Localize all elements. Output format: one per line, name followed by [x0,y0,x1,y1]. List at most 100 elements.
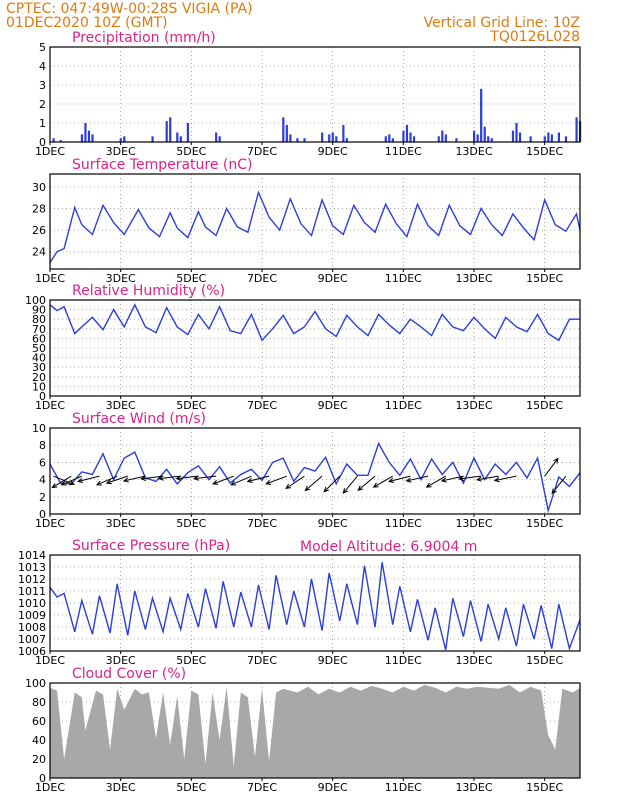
cloud-cover-frame [49,682,581,779]
precipitation-bar [285,124,288,142]
precipitation-bar [490,138,493,142]
humidity-xtick-label: 9DEC [318,399,348,412]
precipitation-xtick-label: 5DEC [176,145,206,158]
precipitation-bar [384,136,387,142]
temperature-ytick-label: 24 [32,246,46,259]
precipitation-bar [328,134,331,142]
precipitation-bar [391,138,394,142]
precipitation-bar [52,138,55,142]
humidity-ytick-label: 90 [32,304,46,317]
wind-ytick-label: 6 [39,456,46,469]
humidity-title: Relative Humidity (%) [72,283,225,299]
temperature-title: Surface Temperature (nC) [72,157,253,173]
wind-vector-arrow [285,475,305,490]
wind-vector-arrow [230,475,252,486]
precipitation-xtick-label: 7DEC [247,145,277,158]
wind-vector-arrow [140,475,164,481]
humidity-xtick-label: 15DEC [526,399,563,412]
humidity-ytick-label: 100 [25,294,46,307]
cloud-cover-ytick-label: 100 [25,677,46,690]
precipitation-frame [49,46,581,143]
precipitation-xtick-label: 3DEC [106,145,136,158]
wind-series-line [49,441,581,514]
wind-vector-arrow [551,475,567,495]
cloud-cover-ytick-label: 40 [32,734,46,747]
temperature-xtick-label: 13DEC [455,272,492,285]
wind-vector-arrow [544,457,559,477]
temperature-frame [49,173,581,270]
precipitation-bar [483,126,486,142]
pressure-ytick-label: 1006 [18,645,46,658]
precipitation-bar [564,136,568,142]
pressure-ytick-label: 1007 [18,633,46,646]
precipitation-bar [405,124,409,142]
pressure-title: Surface Pressure (hPa) [72,538,230,554]
pressure-ytick-label: 1012 [18,573,46,586]
humidity-xtick-label: 1DEC [35,399,65,412]
wind-ytick-label: 2 [39,491,46,504]
precipitation-bar [480,88,483,142]
cloud-cover-area [50,684,580,778]
precipitation-bar [575,117,578,142]
precipitation-bar [331,132,334,142]
temperature-xtick-label: 9DEC [318,272,348,285]
cloud-cover-panel: 0 20 40 60 80 100 1DEC 3DEC 5DEC 7DEC 9DEC 11DEC 13D… [25,666,581,794]
humidity-ytick-label: 30 [32,361,46,374]
wind-vector-arrow [357,475,376,491]
precipitation-bar [543,136,546,142]
humidity-ytick-label: 50 [32,342,46,355]
cloud-cover-ytick-label: 20 [32,753,46,766]
cloud-cover-title: Cloud Cover (%) [72,666,186,682]
pressure-series-line [49,562,581,652]
pressure-xtick-label: 1DEC [35,654,65,667]
cloud-cover-xtick-label: 3DEC [106,781,136,794]
wind-vector-arrow [387,475,411,484]
wind-vector-arrow [122,475,146,483]
wind-vector-arrow [60,475,82,486]
wind-xtick-label: 7DEC [247,517,277,530]
pressure-xtick-label: 13DEC [455,654,492,667]
wind-xtick-label: 15DEC [526,517,563,530]
precipitation-bar [388,134,391,142]
cloud-cover-xtick-label: 13DEC [455,781,492,794]
precipitation-bar [165,121,168,142]
precipitation-bar [402,130,405,142]
wind-vector-arrow [440,475,464,483]
precipitation-ytick-label: 0 [39,136,46,149]
cloud-cover-xtick-label: 11DEC [385,781,422,794]
wind-panel: 0 2 4 6 8 10 1DEC 3DEC 5DEC 7DEC 9DEC 11DEC 13DEC 15D… [32,411,581,530]
pressure-ytick-label: 1011 [18,585,46,598]
humidity-ytick-label: 40 [32,352,46,365]
humidity-ytick-label: 70 [32,323,46,336]
humidity-xtick-label: 13DEC [455,399,492,412]
wind-xtick-label: 11DEC [385,517,422,530]
pressure-xtick-label: 3DEC [106,654,136,667]
precipitation-bar [59,140,62,142]
temperature-xtick-label: 5DEC [176,272,206,285]
precipitation-bar [321,132,324,142]
wind-vector-arrow [372,475,393,488]
wind-vector-arrow [175,475,199,481]
header-date: 01DEC2020 10Z (GMT) [6,15,168,31]
precipitation-bar [515,123,518,142]
wind-vector-arrow [193,475,217,481]
cloud-cover-ytick-label: 0 [39,772,46,785]
wind-xtick-label: 5DEC [176,517,206,530]
precipitation-ytick-label: 4 [39,60,46,73]
precipitation-ytick-label: 5 [39,41,46,54]
precipitation-bar [409,132,412,142]
precipitation-bar [487,136,490,142]
pressure-xtick-label: 15DEC [526,654,563,667]
precipitation-bar [342,124,345,142]
precipitation-xtick-label: 11DEC [385,145,422,158]
pressure-ytick-label: 1010 [18,597,46,610]
wind-vector-arrow [212,475,234,485]
humidity-xtick-label: 11DEC [385,399,422,412]
wind-vector-arrow [425,475,446,488]
precipitation-bar [179,136,182,142]
temperature-ytick-label: 28 [32,203,46,216]
precipitation-xtick-label: 15DEC [526,145,563,158]
precipitation-bar [441,130,444,142]
model-altitude: Model Altitude: 6.9004 m [300,539,477,555]
